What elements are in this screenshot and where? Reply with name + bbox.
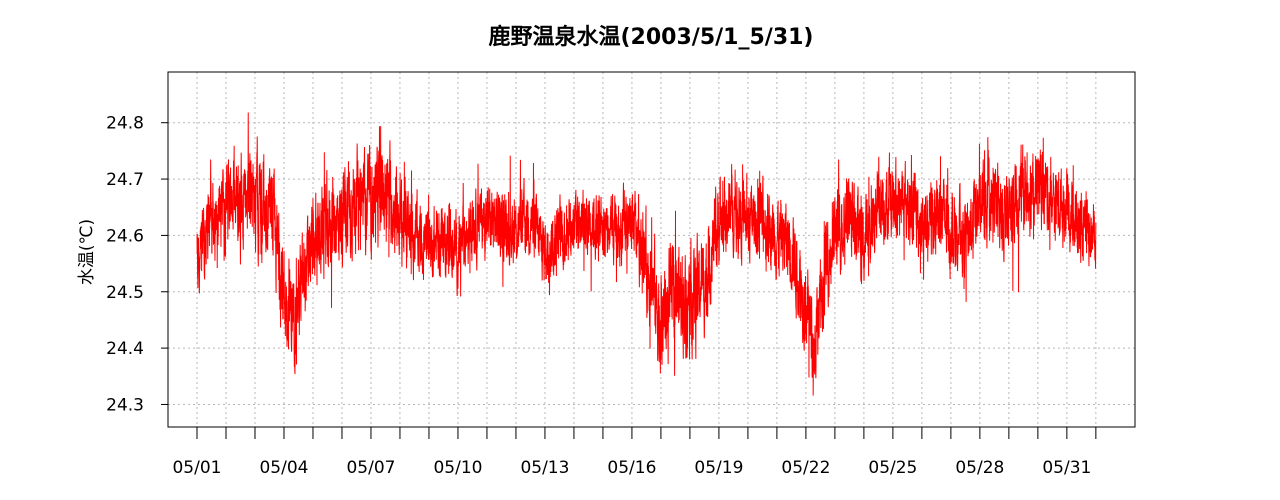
- y-tick-label: 24.4: [106, 339, 144, 359]
- water-temperature-line: [196, 112, 1097, 396]
- x-tick-label: 05/01: [172, 458, 221, 478]
- y-tick-label: 24.6: [106, 226, 144, 246]
- x-tick-label: 05/07: [346, 458, 395, 478]
- y-tick-label: 24.7: [106, 170, 144, 190]
- y-axis-label: 水温(℃): [77, 219, 97, 285]
- x-tick-label: 05/16: [607, 458, 656, 478]
- y-tick-label: 24.5: [106, 283, 144, 303]
- x-tick-label: 05/22: [781, 458, 830, 478]
- x-tick-label: 05/04: [259, 458, 308, 478]
- y-axis: 24.3 24.4 24.5 24.6 24.7 24.8: [106, 114, 168, 415]
- x-tick-label: 05/13: [520, 458, 569, 478]
- y-tick-label: 24.3: [106, 395, 144, 415]
- x-axis: 05/01 05/04 05/07 05/10 05/13 05/16 05/19 05/22…: [172, 427, 1097, 478]
- chart-title: 鹿野温泉水温(2003/5/1_5/31): [489, 24, 814, 50]
- x-tick-label: 05/10: [433, 458, 482, 478]
- x-tick-label: 05/28: [955, 458, 1004, 478]
- x-tick-label: 05/31: [1042, 458, 1091, 478]
- y-tick-label: 24.8: [106, 114, 144, 134]
- grid: [168, 72, 1135, 427]
- plot-frame: [167, 71, 1136, 428]
- x-tick-label: 05/25: [868, 458, 917, 478]
- x-tick-label: 05/19: [694, 458, 743, 478]
- plot-area: [196, 112, 1097, 396]
